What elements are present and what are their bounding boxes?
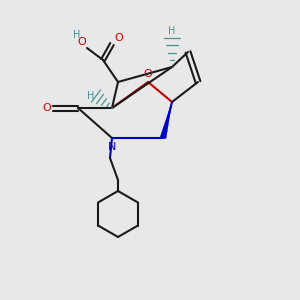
Text: O: O	[42, 103, 51, 113]
Polygon shape	[160, 102, 172, 139]
Text: O: O	[77, 37, 86, 47]
Text: N: N	[108, 142, 116, 152]
Text: O: O	[144, 69, 152, 79]
Text: H: H	[73, 30, 81, 40]
Text: O: O	[114, 33, 123, 43]
Text: H: H	[87, 91, 94, 101]
Text: H: H	[168, 26, 176, 36]
